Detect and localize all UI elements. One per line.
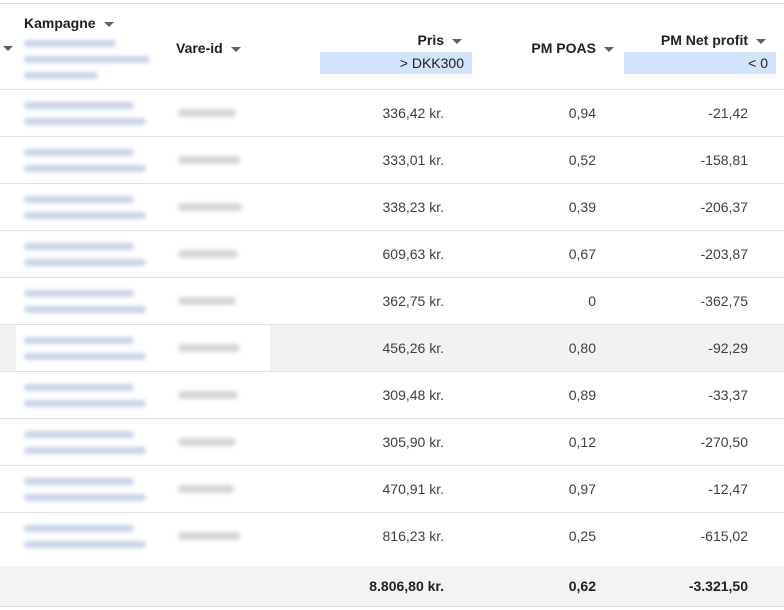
poas-cell: 0,94 <box>568 105 596 121</box>
pris-cell: 309,48 kr. <box>382 387 445 403</box>
net-profit-cell: -206,37 <box>700 199 748 215</box>
redacted-vare-id-cell <box>172 419 270 465</box>
redacted-campaign-cell <box>16 372 172 418</box>
sort-dropdown-icon[interactable] <box>103 21 114 27</box>
table-row[interactable]: 338,23 kr. 0,39 -206,37 <box>0 183 784 230</box>
pris-cell: 336,42 kr. <box>382 105 445 121</box>
table-row-highlighted[interactable]: 456,26 kr. 0,80 -92,29 <box>0 324 784 371</box>
net-profit-filter-chip[interactable]: < 0 <box>624 52 776 74</box>
table-row[interactable]: 333,01 kr. 0,52 -158,81 <box>0 136 784 183</box>
redacted-vare-id-cell <box>172 513 270 559</box>
net-profit-cell: -21,42 <box>708 105 748 121</box>
column-header-label: Kampagne <box>24 15 96 31</box>
column-header-label: PM Net profit <box>660 32 748 48</box>
pris-cell: 609,63 kr. <box>382 246 445 262</box>
table-top-border <box>0 3 784 4</box>
poas-cell: 0,52 <box>568 152 596 168</box>
poas-cell: 0,80 <box>568 340 596 356</box>
poas-cell: 0,25 <box>568 528 596 544</box>
pris-filter-chip[interactable]: > DKK300 <box>320 52 472 74</box>
table-row[interactable]: 470,91 kr. 0,97 -12,47 <box>0 465 784 512</box>
redacted-vare-id-cell <box>172 466 270 512</box>
net-profit-cell: -362,75 <box>700 293 748 309</box>
poas-cell: 0,97 <box>568 481 596 497</box>
sort-dropdown-icon[interactable] <box>756 38 766 44</box>
column-header-label: Pris <box>417 32 444 48</box>
pris-cell: 338,23 kr. <box>382 199 445 215</box>
column-header-vare-id[interactable]: Vare-id <box>176 40 241 56</box>
pris-cell: 470,91 kr. <box>382 481 445 497</box>
column-menu-dropdown-icon[interactable] <box>3 46 13 51</box>
net-profit-cell: -270,50 <box>700 434 748 450</box>
redacted-campaign-cell <box>16 231 172 277</box>
redacted-campaign-cell <box>16 90 172 136</box>
poas-cell: 0 <box>588 293 596 309</box>
sort-dropdown-icon[interactable] <box>230 46 241 52</box>
table-row[interactable]: 609,63 kr. 0,67 -203,87 <box>0 230 784 277</box>
redacted-campaign-cell <box>16 278 172 324</box>
poas-cell: 0,39 <box>568 199 596 215</box>
net-profit-cell: -33,37 <box>708 387 748 403</box>
table-header: Kampagne Vare-id Pris > DKK300 PM POAS P… <box>0 4 784 90</box>
table-row[interactable]: 816,23 kr. 0,25 -615,02 <box>0 512 784 559</box>
total-row: 8.806,80 kr. 0,62 -3.321,50 <box>0 566 784 606</box>
redacted-vare-id-cell <box>172 184 270 230</box>
column-header-pris[interactable]: Pris <box>404 32 462 48</box>
table-row[interactable]: 336,42 kr. 0,94 -21,42 <box>0 89 784 136</box>
total-pris: 8.806,80 kr. <box>369 578 444 594</box>
pris-cell: 816,23 kr. <box>382 528 445 544</box>
table-row[interactable]: 309,48 kr. 0,89 -33,37 <box>0 371 784 418</box>
redacted-vare-id-cell <box>172 90 270 136</box>
pris-cell: 305,90 kr. <box>382 434 445 450</box>
redacted-vare-id-cell <box>172 372 270 418</box>
net-profit-cell: -158,81 <box>700 152 748 168</box>
table-bottom-border <box>0 606 784 607</box>
pris-cell: 456,26 kr. <box>382 340 445 356</box>
column-header-pm-net-profit[interactable]: PM Net profit <box>640 32 766 48</box>
net-profit-cell: -12,47 <box>708 481 748 497</box>
column-header-pm-poas[interactable]: PM POAS <box>520 40 614 56</box>
table-row[interactable]: 362,75 kr. 0 -362,75 <box>0 277 784 324</box>
redacted-campaign-cell <box>16 325 172 371</box>
redacted-campaign-cell <box>16 419 172 465</box>
pris-cell: 333,01 kr. <box>382 152 445 168</box>
redacted-vare-id-cell <box>172 325 270 371</box>
redacted-campaign-cell <box>16 466 172 512</box>
redacted-campaign-cell <box>16 184 172 230</box>
net-profit-cell: -615,02 <box>700 528 748 544</box>
net-profit-cell: -203,87 <box>700 246 748 262</box>
poas-cell: 0,67 <box>568 246 596 262</box>
table-row[interactable]: 305,90 kr. 0,12 -270,50 <box>0 418 784 465</box>
column-header-label: PM POAS <box>531 40 596 56</box>
redacted-campaign-filter <box>24 40 154 88</box>
redacted-campaign-cell <box>16 513 172 559</box>
redacted-campaign-cell <box>16 137 172 183</box>
total-net-profit: -3.321,50 <box>688 578 748 594</box>
poas-cell: 0,89 <box>568 387 596 403</box>
redacted-vare-id-cell <box>172 278 270 324</box>
pris-cell: 362,75 kr. <box>382 293 445 309</box>
net-profit-cell: -92,29 <box>708 340 748 356</box>
total-poas: 0,62 <box>568 578 596 594</box>
sort-dropdown-icon[interactable] <box>452 38 462 44</box>
sort-dropdown-icon[interactable] <box>604 46 614 52</box>
poas-cell: 0,12 <box>568 434 596 450</box>
column-header-kampagne[interactable]: Kampagne <box>24 15 114 31</box>
redacted-vare-id-cell <box>172 231 270 277</box>
redacted-vare-id-cell <box>172 137 270 183</box>
column-header-label: Vare-id <box>176 40 223 56</box>
